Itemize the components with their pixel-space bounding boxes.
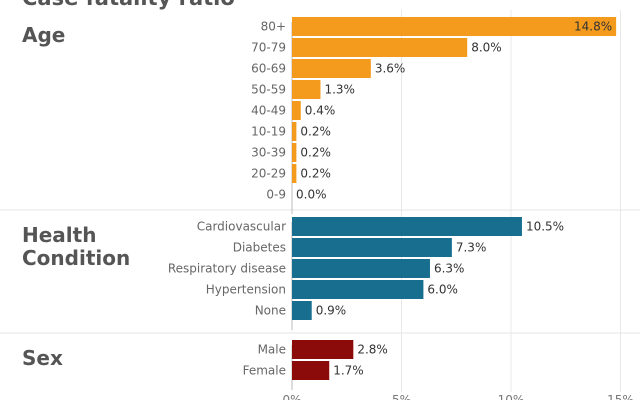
category-label: 0-9 bbox=[266, 188, 286, 202]
value-label: 0.0% bbox=[296, 188, 327, 202]
group-label: Sex bbox=[22, 346, 63, 370]
category-label: Cardiovascular bbox=[197, 220, 286, 234]
chart-title: Case fatality ratio bbox=[22, 0, 235, 10]
bar bbox=[292, 301, 312, 320]
bar bbox=[292, 259, 430, 278]
bar bbox=[292, 143, 297, 162]
group-label: Age bbox=[22, 23, 65, 47]
bar bbox=[292, 280, 424, 299]
value-label: 7.3% bbox=[456, 241, 487, 255]
value-label: 0.2% bbox=[300, 125, 331, 139]
bar bbox=[292, 164, 297, 183]
group-label: Health bbox=[22, 223, 96, 247]
value-label: 6.0% bbox=[427, 283, 458, 297]
x-tick-label: 0% bbox=[282, 393, 301, 400]
category-label: 40-49 bbox=[251, 104, 286, 118]
value-label: 10.5% bbox=[526, 220, 564, 234]
value-label: 8.0% bbox=[471, 41, 502, 55]
bar bbox=[292, 122, 297, 141]
category-label: Diabetes bbox=[233, 241, 286, 255]
bar bbox=[292, 17, 617, 36]
value-label: 6.3% bbox=[434, 262, 465, 276]
bar bbox=[292, 361, 330, 380]
bar bbox=[292, 217, 522, 236]
value-label: 0.9% bbox=[316, 304, 347, 318]
category-label: Female bbox=[243, 364, 286, 378]
value-label: 14.8% bbox=[574, 20, 612, 34]
value-label: 0.2% bbox=[300, 146, 331, 160]
category-label: 60-69 bbox=[251, 62, 286, 76]
category-label: 80+ bbox=[261, 20, 286, 34]
value-label: 3.6% bbox=[375, 62, 406, 76]
bar bbox=[292, 38, 468, 57]
x-tick-label: 15% bbox=[607, 393, 634, 400]
value-label: 0.4% bbox=[305, 104, 336, 118]
category-label: 50-59 bbox=[251, 83, 286, 97]
category-label: Respiratory disease bbox=[168, 262, 286, 276]
value-label: 2.8% bbox=[357, 343, 388, 357]
bar bbox=[292, 101, 301, 120]
category-label: 70-79 bbox=[251, 41, 286, 55]
x-tick-label: 10% bbox=[498, 393, 525, 400]
bar bbox=[292, 80, 321, 99]
category-label: 20-29 bbox=[251, 167, 286, 181]
category-label: 10-19 bbox=[251, 125, 286, 139]
category-label: None bbox=[255, 304, 286, 318]
bar bbox=[292, 59, 371, 78]
value-label: 1.7% bbox=[333, 364, 364, 378]
x-tick-label: 5% bbox=[392, 393, 411, 400]
category-label: 30-39 bbox=[251, 146, 286, 160]
value-label: 0.2% bbox=[300, 167, 331, 181]
value-label: 1.3% bbox=[324, 83, 355, 97]
bar bbox=[292, 340, 354, 359]
bar bbox=[292, 238, 452, 257]
category-label: Male bbox=[258, 343, 286, 357]
category-label: Hypertension bbox=[206, 283, 286, 297]
group-label: Condition bbox=[22, 246, 130, 270]
